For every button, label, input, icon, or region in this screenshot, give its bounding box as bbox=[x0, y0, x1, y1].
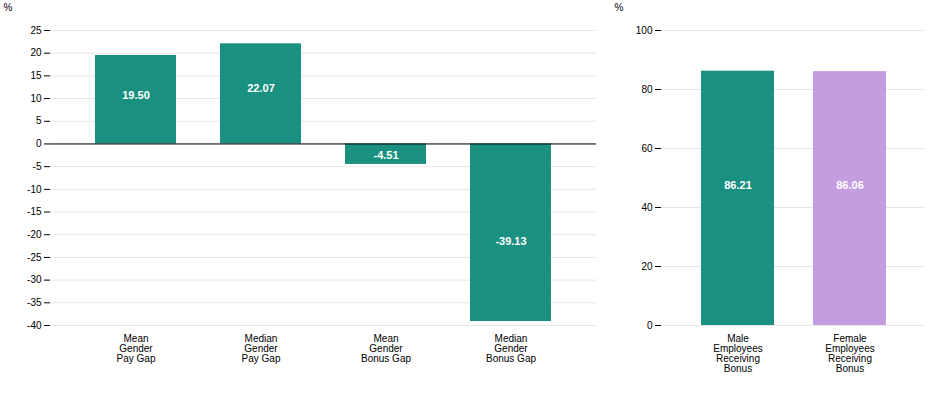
svg-text:10: 10 bbox=[30, 93, 42, 104]
svg-text:-35: -35 bbox=[27, 297, 42, 308]
svg-text:25: 25 bbox=[30, 25, 42, 36]
svg-text:MeanGenderPay Gap: MeanGenderPay Gap bbox=[117, 333, 156, 364]
svg-text:20: 20 bbox=[30, 47, 42, 58]
svg-text:-10: -10 bbox=[27, 184, 42, 195]
svg-text:40: 40 bbox=[641, 202, 653, 213]
svg-text:%: % bbox=[615, 2, 624, 13]
svg-text:%: % bbox=[4, 2, 13, 13]
svg-text:-40: -40 bbox=[27, 320, 42, 331]
svg-text:86.21: 86.21 bbox=[724, 179, 752, 191]
svg-text:MeanGenderBonus Gap: MeanGenderBonus Gap bbox=[361, 333, 411, 364]
svg-text:-5: -5 bbox=[33, 161, 42, 172]
svg-text:MedianGenderBonus Gap: MedianGenderBonus Gap bbox=[486, 333, 536, 364]
svg-text:FemaleEmployeesReceivingBonus: FemaleEmployeesReceivingBonus bbox=[825, 333, 874, 374]
svg-text:22.07: 22.07 bbox=[247, 82, 275, 94]
svg-text:60: 60 bbox=[641, 143, 653, 154]
svg-text:MedianGenderPay Gap: MedianGenderPay Gap bbox=[242, 333, 281, 364]
svg-text:MaleEmployeesReceivingBonus: MaleEmployeesReceivingBonus bbox=[713, 333, 762, 374]
svg-text:-20: -20 bbox=[27, 229, 42, 240]
svg-text:0: 0 bbox=[36, 138, 42, 149]
svg-text:-4.51: -4.51 bbox=[373, 149, 398, 161]
svg-text:-39.13: -39.13 bbox=[495, 235, 526, 247]
svg-text:0: 0 bbox=[647, 320, 653, 331]
svg-text:20: 20 bbox=[641, 261, 653, 272]
svg-text:5: 5 bbox=[36, 115, 42, 126]
svg-text:-25: -25 bbox=[27, 252, 42, 263]
svg-text:19.50: 19.50 bbox=[122, 89, 150, 101]
svg-text:15: 15 bbox=[30, 70, 42, 81]
svg-text:-15: -15 bbox=[27, 206, 42, 217]
svg-text:100: 100 bbox=[636, 25, 653, 36]
svg-text:80: 80 bbox=[641, 84, 653, 95]
svg-text:86.06: 86.06 bbox=[836, 179, 864, 191]
svg-text:-30: -30 bbox=[27, 274, 42, 285]
